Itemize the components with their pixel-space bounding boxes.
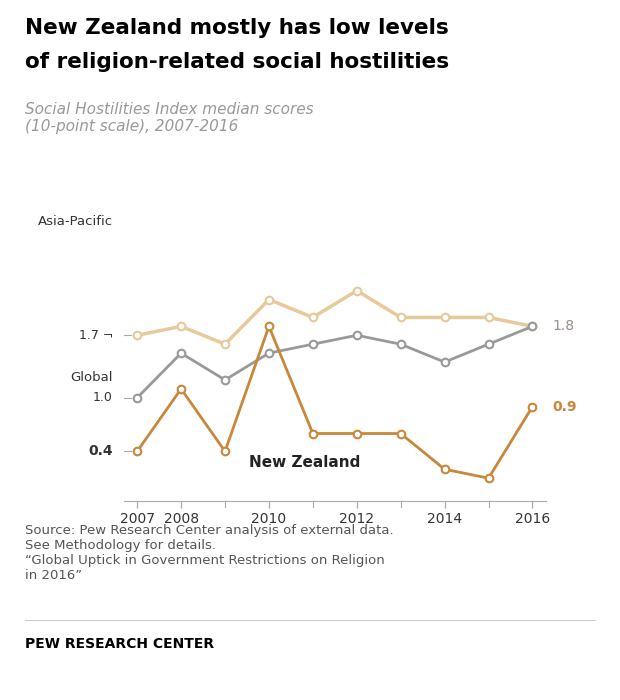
Text: PEW RESEARCH CENTER: PEW RESEARCH CENTER — [25, 637, 214, 651]
Text: New Zealand: New Zealand — [249, 456, 361, 470]
Text: 0.4: 0.4 — [88, 444, 113, 458]
Text: 1.0: 1.0 — [93, 391, 113, 405]
Text: Source: Pew Research Center analysis of external data.
See Methodology for detai: Source: Pew Research Center analysis of … — [25, 524, 394, 582]
Text: 1.7 ¬: 1.7 ¬ — [79, 329, 113, 342]
Text: 1.8: 1.8 — [552, 319, 575, 333]
Text: New Zealand mostly has low levels: New Zealand mostly has low levels — [25, 18, 448, 38]
Text: 1.8: 1.8 — [552, 319, 575, 333]
Text: of religion-related social hostilities: of religion-related social hostilities — [25, 52, 449, 73]
Text: Social Hostilities Index median scores
(10-point scale), 2007-2016: Social Hostilities Index median scores (… — [25, 102, 314, 134]
Text: Asia-Pacific: Asia-Pacific — [38, 215, 113, 228]
Text: Global: Global — [71, 371, 113, 384]
Text: 0.9: 0.9 — [552, 400, 577, 414]
